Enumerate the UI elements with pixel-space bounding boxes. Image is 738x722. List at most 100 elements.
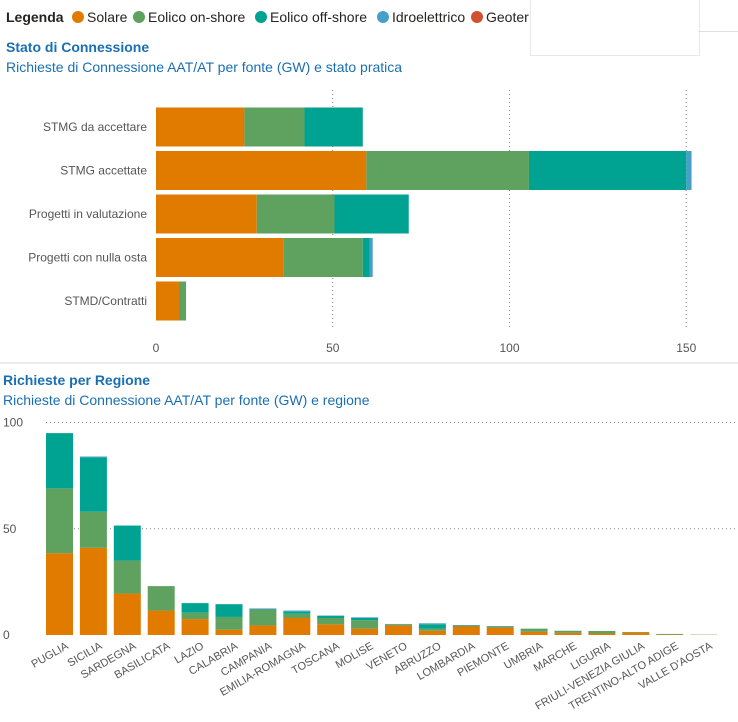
- bar-eolico-off-shore: [283, 611, 311, 614]
- bar-solare: [147, 610, 175, 635]
- bar-solare: [283, 618, 311, 635]
- bar-eolico-on-shore: [385, 624, 412, 626]
- bar-idroelettrico: [369, 238, 373, 277]
- chart1-subtitle: Richieste di Connessione AAT/AT per font…: [6, 59, 403, 75]
- bar-eolico-off-shore: [334, 194, 409, 234]
- bar-eolico-off-shore: [181, 603, 209, 613]
- legend-title: Legenda: [6, 9, 64, 25]
- bar-solare: [156, 107, 245, 147]
- bar-eolico-off-shore: [113, 525, 141, 561]
- legend-label: Eolico off-shore: [270, 9, 368, 25]
- bar-eolico-on-shore: [317, 618, 345, 625]
- bar-solare: [113, 593, 141, 635]
- divider: [698, 31, 738, 32]
- bar-solare: [156, 151, 367, 190]
- bar-eolico-off-shore: [317, 615, 345, 618]
- bar-eolico-on-shore: [244, 107, 305, 147]
- legend-item-geoter[interactable]: Geoter: [471, 9, 529, 25]
- bar-solare: [486, 627, 514, 635]
- bar-eolico-on-shore: [366, 151, 529, 190]
- x-tick-label: 100: [499, 341, 519, 355]
- bar-solare: [156, 194, 257, 234]
- bar-eolico-on-shore: [46, 488, 73, 554]
- bar-eolico-on-shore: [452, 625, 480, 627]
- bar-eolico-off-shore: [418, 624, 446, 629]
- bar-solare: [452, 626, 480, 635]
- bar-solare: [156, 281, 179, 321]
- legend-dot-eolico-offshore: [255, 11, 267, 23]
- y-tick-label: 50: [3, 522, 17, 536]
- y-tick-label: 100: [3, 416, 23, 430]
- bar-eolico-on-shore: [178, 281, 187, 321]
- bar-eolico-on-shore: [520, 628, 548, 632]
- category-label: PUGLIA: [30, 640, 72, 671]
- bar-eolico-on-shore: [351, 620, 379, 629]
- bar-idroelettrico: [79, 456, 107, 458]
- bar-solare: [249, 625, 277, 635]
- bar-solare: [520, 631, 548, 635]
- category-label: Progetti con nulla osta: [28, 251, 147, 265]
- legend: Legenda Solare Eolico on-shore Eolico of…: [0, 0, 530, 32]
- legend-label: Idroelettrico: [392, 9, 466, 25]
- y-tick-label: 0: [3, 628, 10, 642]
- x-tick-label: 0: [153, 341, 160, 355]
- category-label: STMD/Contratti: [64, 294, 147, 308]
- bar-eolico-on-shore: [215, 616, 243, 630]
- bar-eolico-on-shore: [554, 630, 582, 633]
- legend-dot-geoter: [471, 11, 483, 23]
- bar-solare: [317, 624, 345, 635]
- bar-solare: [622, 632, 650, 635]
- bar-solare: [418, 630, 446, 635]
- category-label: STMG accettate: [60, 164, 147, 178]
- legend-item-idroelettrico[interactable]: Idroelettrico: [377, 9, 465, 25]
- category-label: STMG da accettare: [43, 120, 147, 134]
- x-tick-label: 150: [676, 341, 696, 355]
- bar-solare: [385, 625, 412, 635]
- bar-solare: [79, 547, 107, 635]
- bar-eolico-on-shore: [79, 511, 107, 548]
- legend-item-solare[interactable]: Solare: [72, 9, 127, 25]
- bar-eolico-off-shore: [79, 457, 107, 512]
- bar-eolico-off-shore: [528, 151, 687, 190]
- bar-solare: [351, 628, 379, 635]
- bar-eolico-on-shore: [418, 628, 446, 631]
- legend-dot-eolico-onshore: [133, 11, 145, 23]
- chart2-subtitle: Richieste di Connessione AAT/AT per font…: [3, 392, 370, 408]
- legend-label: Eolico on-shore: [148, 9, 246, 25]
- legend-dot-solare: [72, 11, 84, 23]
- bar-eolico-on-shore: [256, 194, 335, 234]
- bar-solare: [156, 238, 284, 277]
- bar-eolico-on-shore: [113, 560, 141, 594]
- bar-eolico-on-shore: [656, 633, 684, 635]
- legend-label: Solare: [87, 9, 128, 25]
- overlay-box: [530, 0, 700, 56]
- chart1-title: Stato di Connessione: [6, 39, 150, 55]
- bar-eolico-on-shore: [181, 612, 209, 620]
- bar-solare: [588, 633, 616, 635]
- bar-idroelettrico: [418, 623, 446, 625]
- legend-item-eolico-onshore[interactable]: Eolico on-shore: [133, 9, 245, 25]
- legend-item-eolico-offshore[interactable]: Eolico off-shore: [255, 9, 367, 25]
- bar-eolico-off-shore: [215, 604, 243, 617]
- bar-eolico-on-shore: [283, 613, 311, 618]
- bar-eolico-on-shore: [588, 630, 616, 634]
- bar-solare: [181, 619, 209, 635]
- bar-idroelettrico: [351, 617, 379, 618]
- bar-solare: [554, 632, 582, 635]
- chart-stato-connessione: 0 50 100 150 STMG da accettare STMG accettate…: [28, 90, 697, 355]
- bar-eolico-off-shore: [351, 618, 379, 621]
- category-label: Progetti in valutazione: [29, 207, 147, 221]
- bar-eolico-off-shore: [304, 107, 363, 147]
- bar-eolico-off-shore: [362, 238, 370, 277]
- x-tick-label: 50: [326, 341, 340, 355]
- bar-eolico-on-shore: [486, 626, 514, 628]
- bar-idroelettrico: [686, 151, 692, 190]
- bar-idroelettrico: [283, 610, 311, 612]
- bar-eolico-off-shore: [46, 433, 73, 489]
- panel-divider: [0, 362, 738, 364]
- bar-eolico-on-shore: [283, 238, 363, 277]
- legend-label: Geoter: [486, 9, 529, 25]
- bar-idroelettrico: [249, 608, 277, 610]
- bar-solare: [46, 553, 73, 635]
